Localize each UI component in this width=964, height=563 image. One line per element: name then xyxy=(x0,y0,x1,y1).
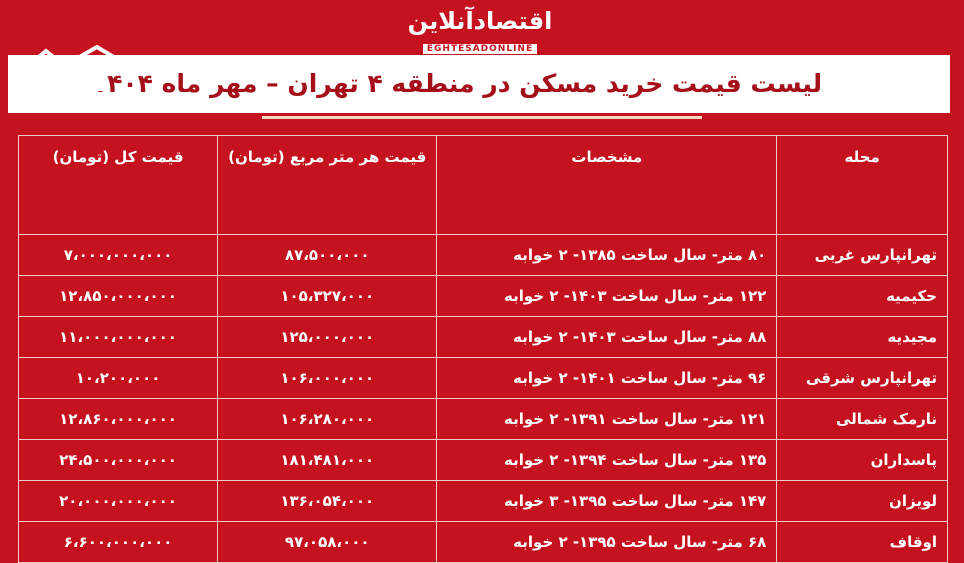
table-cell: ۱۲،۸۵۰،۰۰۰،۰۰۰ xyxy=(17,275,219,317)
title-banner: لیست قیمت خرید مسکن در منطقه ۴ تهران – م… xyxy=(8,55,950,113)
table-cell: ۱۲،۸۶۰،۰۰۰،۰۰۰ xyxy=(17,398,219,440)
table-cell: لویزان xyxy=(776,480,948,522)
table-cell: ۱۲۵،۰۰۰،۰۰۰ xyxy=(217,316,438,358)
table-row: لویزان ۱۴۷ متر- سال ساخت ۱۳۹۵- ۳ خوابه ۱۳۶… xyxy=(17,480,948,522)
table-row: پاسداران ۱۳۵ متر- سال ساخت ۱۳۹۴- ۲ خوابه ۱… xyxy=(17,439,948,481)
table-cell: ۲۴،۵۰۰،۰۰۰،۰۰۰ xyxy=(17,439,219,481)
table-cell: ۶۸ متر- سال ساخت ۱۳۹۵- ۲ خوابه xyxy=(436,521,778,563)
table-cell: حکیمیه xyxy=(776,275,948,317)
table-cell: ۱۰۵،۳۲۷،۰۰۰ xyxy=(217,275,438,317)
table-cell: ۷،۰۰۰،۰۰۰،۰۰۰ xyxy=(17,234,219,276)
table-cell: ۱۰۶،۲۸۰،۰۰۰ xyxy=(217,398,438,440)
logo-name: اقتصادآنلاین xyxy=(407,7,553,35)
column-header: محله xyxy=(776,135,948,235)
table-cell: ۱۲۱ متر- سال ساخت ۱۳۹۱- ۲ خوابه xyxy=(436,398,778,440)
table-cell: تهرانپارس شرقی xyxy=(776,357,948,399)
column-header: قیمت هر متر مربع (تومان) xyxy=(217,135,438,235)
table-cell: ۸۷،۵۰۰،۰۰۰ xyxy=(217,234,438,276)
table-cell: ۸۰ متر- سال ساخت ۱۳۸۵- ۲ خوابه xyxy=(436,234,778,276)
table-cell: ۱۳۶،۰۵۴،۰۰۰ xyxy=(217,480,438,522)
table-cell: ۹۶ متر- سال ساخت ۱۴۰۱- ۲ خوابه xyxy=(436,357,778,399)
column-header: مشخصات xyxy=(436,135,778,235)
column-header: قیمت کل (تومان) xyxy=(17,135,219,235)
table-cell: ۹۷،۰۵۸،۰۰۰ xyxy=(217,521,438,563)
table-cell: مجیدیه xyxy=(776,316,948,358)
table-cell: ۱۳۵ متر- سال ساخت ۱۳۹۴- ۲ خوابه xyxy=(436,439,778,481)
title: لیست قیمت خرید مسکن در منطقه ۴ تهران – م… xyxy=(91,69,822,98)
table-cell: نارمک شمالی xyxy=(776,398,948,440)
logo: اقتصادآنلاین EGHTESADONLINE xyxy=(380,6,580,55)
table-row: اوقاف ۶۸ متر- سال ساخت ۱۳۹۵- ۲ خوابه ۹۷،۰۵… xyxy=(17,521,948,563)
table-cell: ۱۲۲ متر- سال ساخت ۱۴۰۳- ۲ خوابه xyxy=(436,275,778,317)
table-row: تهرانپارس غربی ۸۰ متر- سال ساخت ۱۳۸۵- ۲ خ… xyxy=(17,234,948,276)
table-cell: ۱۸۱،۴۸۱،۰۰۰ xyxy=(217,439,438,481)
table-cell: پاسداران xyxy=(776,439,948,481)
table-cell: ۲۰،۰۰۰،۰۰۰،۰۰۰ xyxy=(17,480,219,522)
table-cell: اوقاف xyxy=(776,521,948,563)
logo-latin: EGHTESADONLINE xyxy=(422,44,538,54)
table-cell: تهرانپارس غربی xyxy=(776,234,948,276)
table-row: مجیدیه ۸۸ متر- سال ساخت ۱۴۰۳- ۲ خوابه ۱۲۵،… xyxy=(17,316,948,358)
table-row: تهرانپارس شرقی ۹۶ متر- سال ساخت ۱۴۰۱- ۲ خ… xyxy=(17,357,948,399)
header-row: محله مشخصات قیمت هر متر مربع (تومان) قیمت ک… xyxy=(17,135,948,235)
table-cell: ۶،۶۰۰،۰۰۰،۰۰۰ xyxy=(17,521,219,563)
house-icon xyxy=(14,45,136,105)
table-row: نارمک شمالی ۱۲۱ متر- سال ساخت ۱۳۹۱- ۲ خوا… xyxy=(17,398,948,440)
table-cell: ۱۱،۰۰۰،۰۰۰،۰۰۰ xyxy=(17,316,219,358)
table-cell: ۱۴۷ متر- سال ساخت ۱۳۹۵- ۳ خوابه xyxy=(436,480,778,522)
table-cell: ۱۰،۲۰۰،۰۰۰ xyxy=(17,357,219,399)
table-cell: ۸۸ متر- سال ساخت ۱۴۰۳- ۲ خوابه xyxy=(436,316,778,358)
divider xyxy=(262,116,702,119)
price-table: محله مشخصات قیمت هر متر مربع (تومان) قیمت ک… xyxy=(17,135,948,563)
table-row: حکیمیه ۱۲۲ متر- سال ساخت ۱۴۰۳- ۲ خوابه ۱۰۵… xyxy=(17,275,948,317)
table-cell: ۱۰۶،۰۰۰،۰۰۰ xyxy=(217,357,438,399)
